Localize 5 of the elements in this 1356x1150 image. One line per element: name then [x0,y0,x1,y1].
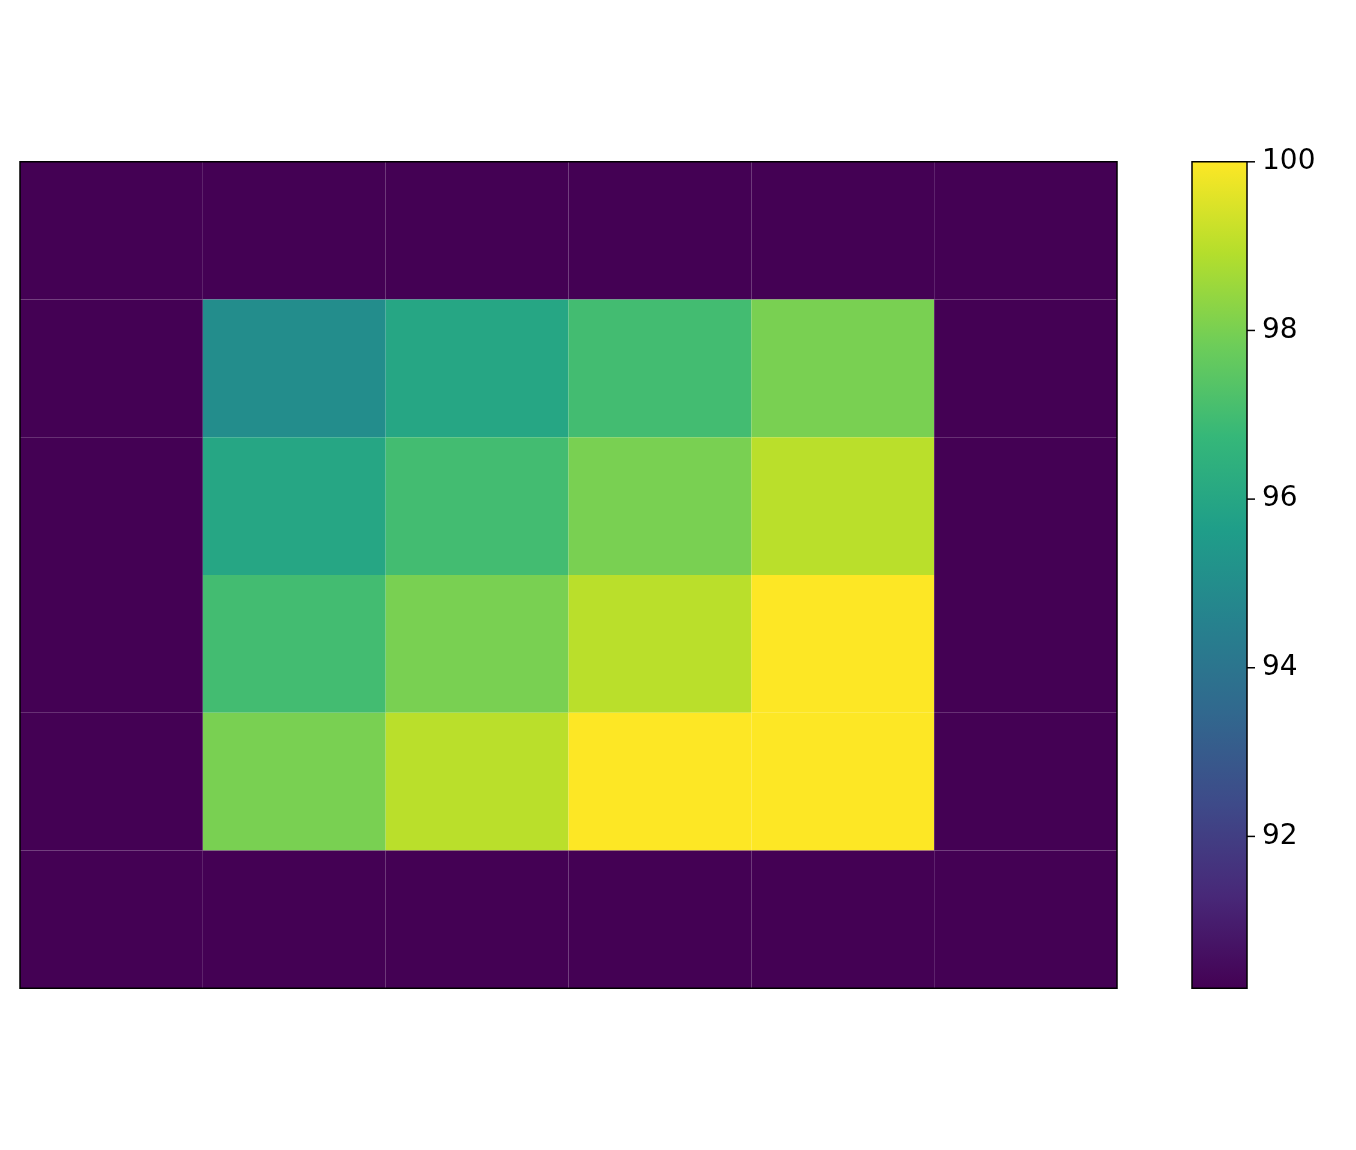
color-bar-label: 92 [1262,817,1298,851]
color-bar-label: 98 [1262,311,1298,345]
color-bar-label: 100 [1262,143,1316,177]
color-bar-label: 96 [1262,480,1298,514]
color-bar-label: 94 [1262,649,1298,683]
